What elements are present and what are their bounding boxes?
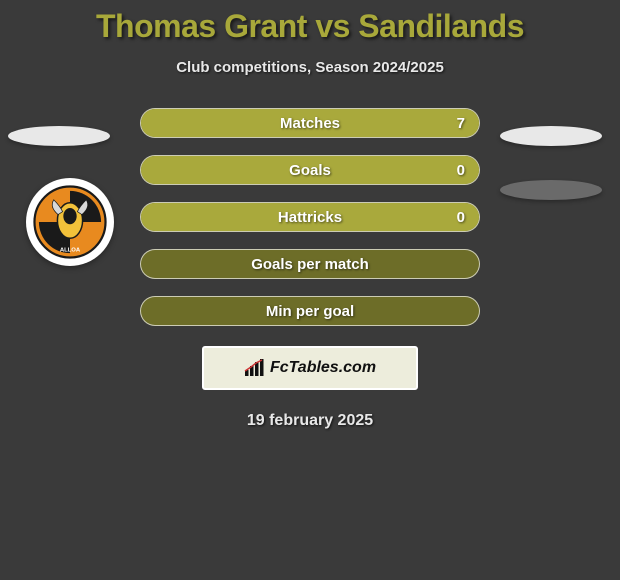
- stat-label: Goals: [289, 162, 331, 179]
- stat-row: Goals 0: [140, 155, 480, 185]
- player-right-pill-2: [500, 180, 602, 200]
- club-badge: ALLOA: [26, 178, 114, 266]
- stat-row: Min per goal: [140, 296, 480, 326]
- stat-value: 0: [457, 162, 465, 179]
- alloa-badge-icon: ALLOA: [33, 185, 107, 259]
- player-right-pill-1: [500, 126, 602, 146]
- stat-label: Min per goal: [266, 303, 354, 320]
- stat-value: 0: [457, 209, 465, 226]
- player-left-pill: [8, 126, 110, 146]
- svg-text:ALLOA: ALLOA: [60, 248, 81, 254]
- page-title: Thomas Grant vs Sandilands: [0, 0, 620, 45]
- page-subtitle: Club competitions, Season 2024/2025: [0, 59, 620, 76]
- brand-box[interactable]: FcTables.com: [202, 346, 418, 390]
- stat-row: Matches 7: [140, 108, 480, 138]
- stat-row: Goals per match: [140, 249, 480, 279]
- bar-chart-icon: [244, 359, 266, 377]
- stat-label: Goals per match: [251, 256, 369, 273]
- stat-label: Matches: [280, 115, 340, 132]
- stat-label: Hattricks: [278, 209, 342, 226]
- stat-row: Hattricks 0: [140, 202, 480, 232]
- brand-label: FcTables.com: [270, 359, 376, 377]
- stat-value: 7: [457, 115, 465, 132]
- date-stamp: 19 february 2025: [0, 412, 620, 430]
